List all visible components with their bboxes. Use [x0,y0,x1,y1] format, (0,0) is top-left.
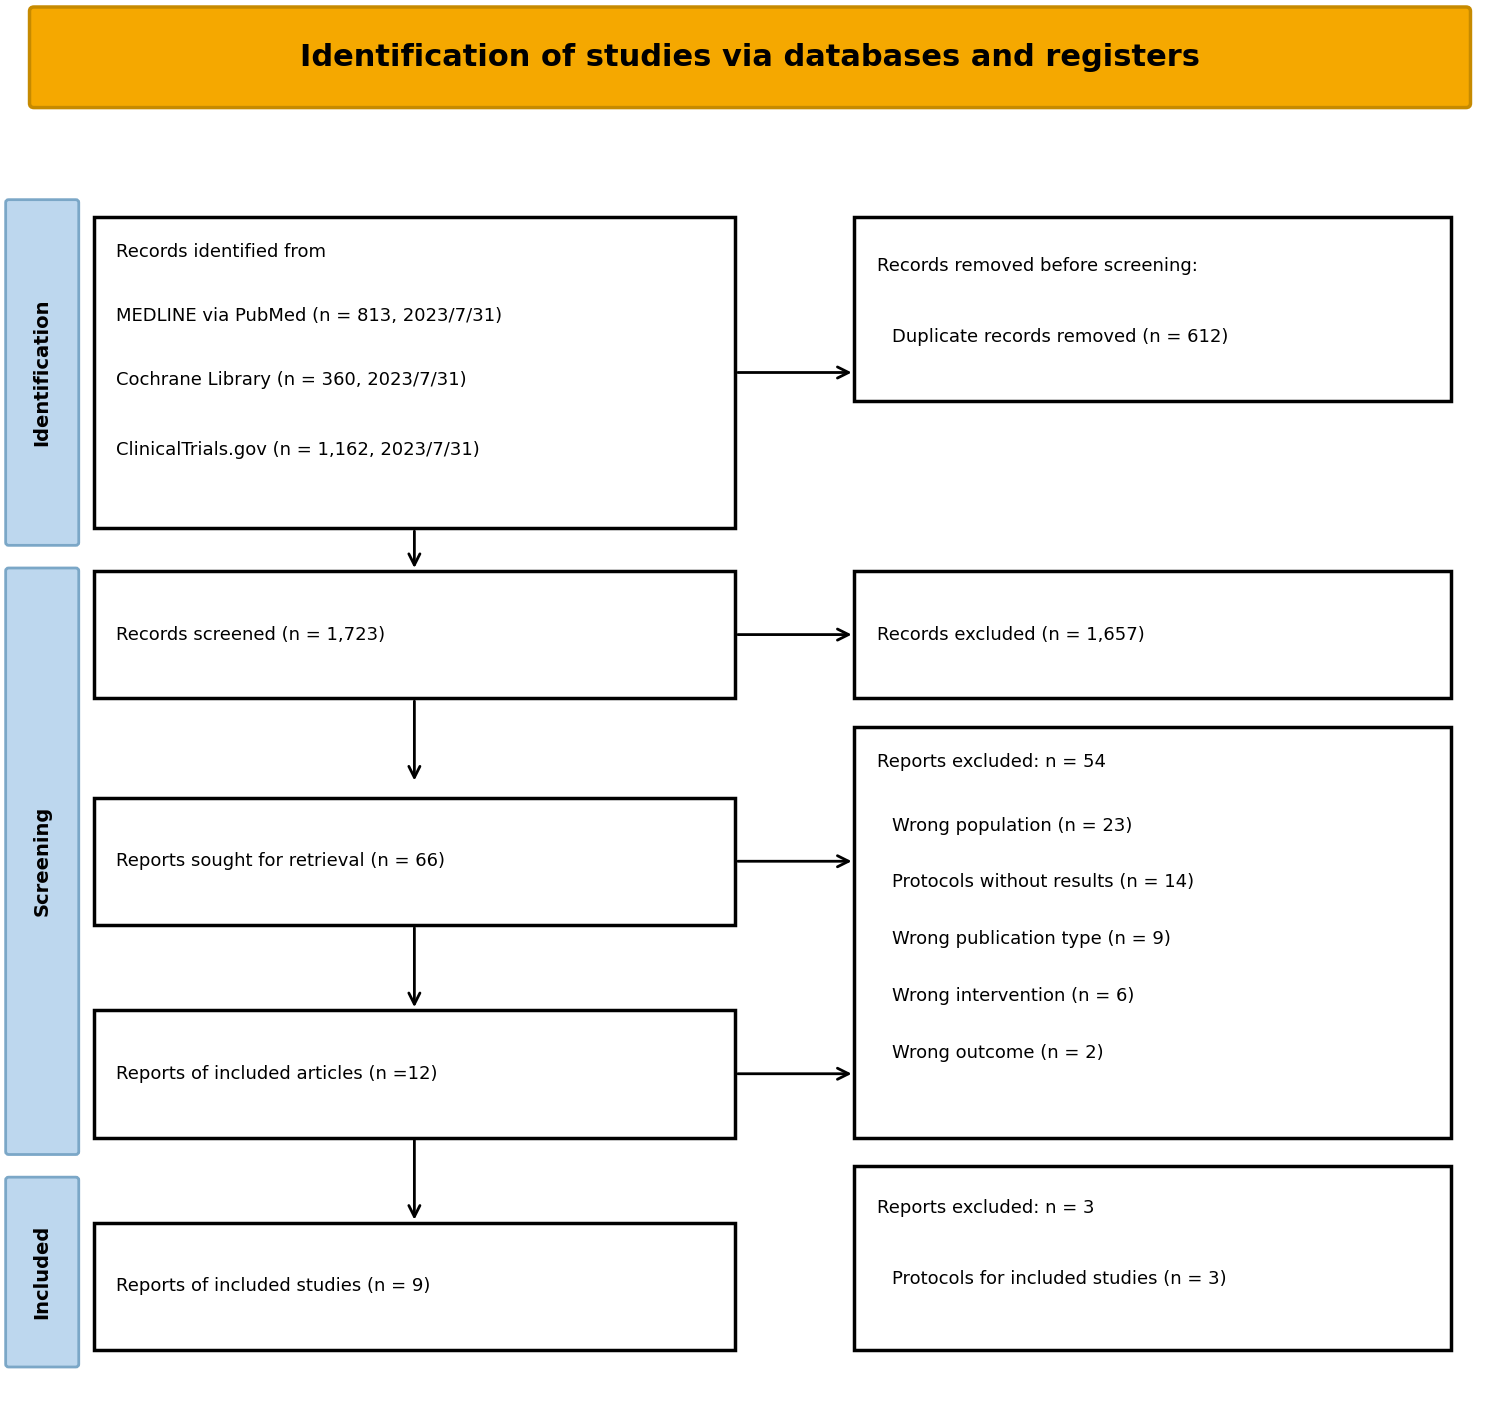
Text: Reports excluded: n = 54: Reports excluded: n = 54 [878,752,1106,771]
Text: MEDLINE via PubMed (n = 813, 2023/7/31): MEDLINE via PubMed (n = 813, 2023/7/31) [116,306,502,325]
FancyBboxPatch shape [6,569,78,1154]
FancyBboxPatch shape [6,1177,78,1367]
FancyBboxPatch shape [855,217,1450,400]
Text: Wrong outcome (n = 2): Wrong outcome (n = 2) [891,1043,1104,1062]
Text: Duplicate records removed (n = 612): Duplicate records removed (n = 612) [891,328,1228,346]
Text: Records excluded (n = 1,657): Records excluded (n = 1,657) [878,626,1144,644]
FancyBboxPatch shape [93,217,735,529]
Text: Screening: Screening [33,807,51,916]
Text: Included: Included [33,1226,51,1320]
Text: Protocols without results (n = 14): Protocols without results (n = 14) [891,874,1194,892]
FancyBboxPatch shape [6,200,78,546]
Text: Cochrane Library (n = 360, 2023/7/31): Cochrane Library (n = 360, 2023/7/31) [116,370,466,389]
Text: Protocols for included studies (n = 3): Protocols for included studies (n = 3) [891,1270,1227,1288]
Text: Reports excluded: n = 3: Reports excluded: n = 3 [878,1200,1095,1217]
Text: Records identified from: Records identified from [116,244,326,261]
FancyBboxPatch shape [30,7,1470,107]
Text: Reports sought for retrieval (n = 66): Reports sought for retrieval (n = 66) [116,852,445,871]
Text: Identification of studies via databases and registers: Identification of studies via databases … [300,43,1200,71]
FancyBboxPatch shape [93,798,735,925]
FancyBboxPatch shape [93,1010,735,1137]
Text: Reports of included articles (n =12): Reports of included articles (n =12) [116,1064,438,1083]
Text: Wrong intervention (n = 6): Wrong intervention (n = 6) [891,988,1134,1005]
Text: ClinicalTrials.gov (n = 1,162, 2023/7/31): ClinicalTrials.gov (n = 1,162, 2023/7/31… [116,442,480,459]
Text: Records screened (n = 1,723): Records screened (n = 1,723) [116,626,386,644]
Text: Wrong publication type (n = 9): Wrong publication type (n = 9) [891,931,1170,948]
Text: Reports of included studies (n = 9): Reports of included studies (n = 9) [116,1277,430,1295]
Text: Records removed before screening:: Records removed before screening: [878,258,1197,275]
Text: Identification: Identification [33,299,51,446]
FancyBboxPatch shape [855,727,1450,1137]
Text: Wrong population (n = 23): Wrong population (n = 23) [891,817,1132,835]
FancyBboxPatch shape [93,1223,735,1349]
FancyBboxPatch shape [93,571,735,698]
FancyBboxPatch shape [855,1166,1450,1349]
FancyBboxPatch shape [855,571,1450,698]
